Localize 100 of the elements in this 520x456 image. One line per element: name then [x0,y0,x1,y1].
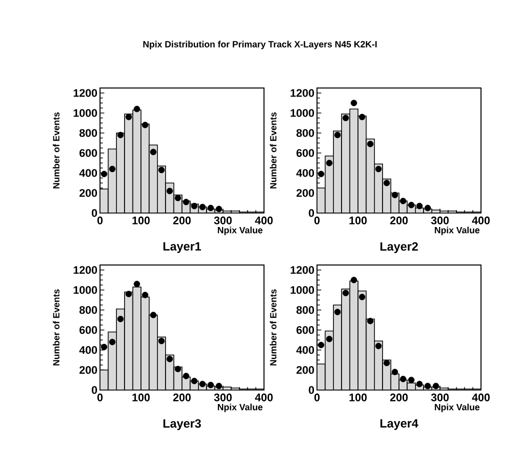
point [182,372,190,380]
point [326,160,332,166]
y-tick-label: 600 [296,326,314,334]
point [350,276,358,284]
point [191,202,198,210]
point [318,170,324,178]
y-axis-title: Number of Events [270,289,276,366]
y-tick-label: 1200 [74,266,98,274]
y-tick-label: 0 [92,386,98,394]
point [142,292,148,298]
point [158,338,165,344]
x-tick-label: 100 [350,394,367,402]
y-tick-label: 800 [79,129,98,137]
text: Layer4 [380,419,418,430]
y-axis-title: Number of Events [52,289,60,366]
point [150,148,156,156]
point [358,294,366,300]
y-tick-label: 1000 [290,109,314,117]
x-tick-label: 300 [214,216,232,224]
y-tick-label: 0 [308,386,314,394]
y-tick-label: 400 [296,346,314,354]
point [166,356,173,362]
x-tick-label: 300 [431,216,449,224]
x-axis-title: Npix Value [218,226,262,236]
x-tick-label: 0 [314,394,320,402]
text: Layer2 [380,242,418,254]
x-tick-label: 400 [254,394,273,402]
point [432,382,440,390]
point [109,338,116,346]
y-tick-label: 1200 [290,266,314,274]
point [117,316,124,322]
x-tick-label: 300 [214,394,232,402]
point [416,380,423,388]
point [400,198,406,204]
point [207,382,214,388]
y-tick-label: 1200 [290,89,314,97]
point [158,166,165,174]
point [375,166,382,172]
y-tick-label: 200 [79,189,98,197]
text: Layer1 [163,242,202,253]
point [174,366,182,372]
x-axis-title: Npix Value [434,404,480,412]
y-tick-label: 600 [80,326,98,334]
point [134,106,140,112]
y-tick-label: 1200 [74,89,98,97]
point [424,382,431,390]
point [342,290,349,296]
point [109,166,116,172]
x-tick-label: 100 [350,216,367,224]
y-tick-label: 600 [296,149,314,157]
text: Layer3 [163,419,201,430]
point [392,192,398,198]
point [126,290,132,298]
x-tick-label: 400 [472,394,490,402]
y-tick-label: 600 [80,149,98,157]
point [100,170,108,178]
y-tick-label: 400 [79,346,98,354]
point [384,180,390,186]
x-tick-label: 400 [472,216,490,224]
x-tick-label: 200 [390,216,408,224]
y-tick-label: 800 [296,306,314,314]
point [367,318,374,324]
x-tick-label: 100 [132,394,150,402]
point [318,342,324,348]
x-tick-label: 100 [132,216,150,224]
y-tick-label: 1000 [74,109,98,117]
point [358,114,366,120]
point [367,140,374,148]
point [342,114,349,122]
y-tick-label: 200 [296,366,314,374]
x-tick-label: 0 [97,216,103,224]
y-tick-label: 400 [296,169,314,177]
point [134,280,140,288]
point [216,206,222,212]
y-tick-label: 400 [79,169,98,177]
point [408,376,414,384]
y-tick-label: 200 [79,366,98,374]
point [207,204,214,212]
point [384,360,390,366]
point [408,202,414,208]
x-tick-label: 0 [314,216,320,224]
point [375,342,382,350]
point [142,122,148,128]
point [199,380,206,388]
point [150,312,156,318]
point [400,376,406,382]
point [392,368,398,376]
point [350,100,358,106]
point [424,204,431,212]
x-axis-title: Npix Value [434,226,480,236]
chart-title: Npix Distribution for Primary Track X-Layers N45 K2K-I [143,40,377,50]
x-tick-label: 400 [254,216,273,224]
x-tick-label: 200 [173,394,191,402]
x-tick-label: 200 [173,216,191,224]
point [117,132,124,138]
point [416,202,423,210]
x-tick-label: 200 [390,394,408,402]
x-tick-label: 0 [97,394,103,402]
y-tick-label: 0 [308,209,314,217]
point [166,188,173,194]
